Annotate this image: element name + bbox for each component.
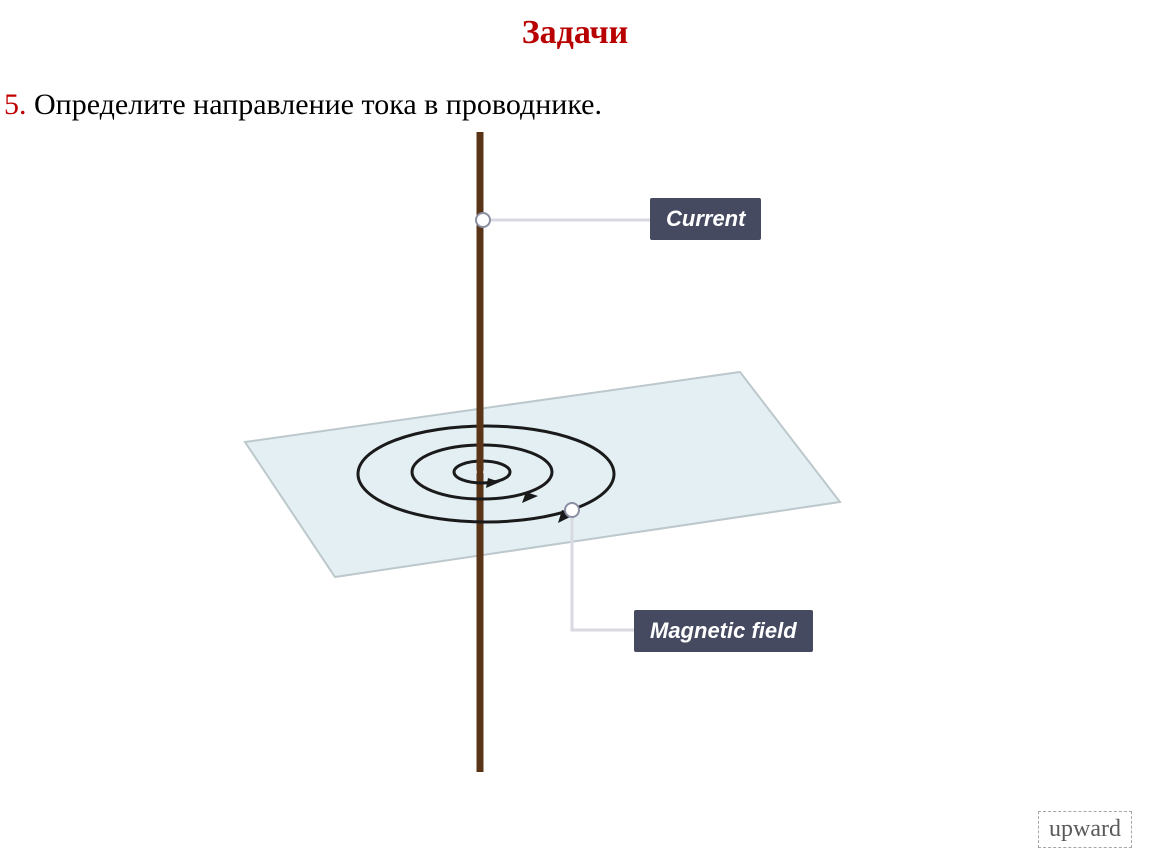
- diagram-svg: [180, 132, 940, 772]
- pointer-current: [476, 213, 650, 227]
- physics-diagram: Current Magnetic field: [180, 132, 940, 772]
- plane: [245, 372, 840, 577]
- page-title: Задачи: [0, 14, 1150, 52]
- label-magnetic-field: Magnetic field: [634, 610, 813, 652]
- problem-number: 5.: [4, 88, 27, 121]
- problem-text: Определите направление тока в проводнике…: [34, 88, 602, 121]
- label-current: Current: [650, 198, 761, 240]
- answer-box: upward: [1038, 811, 1132, 848]
- problem-statement: 5. Определите направление тока в проводн…: [4, 88, 1150, 122]
